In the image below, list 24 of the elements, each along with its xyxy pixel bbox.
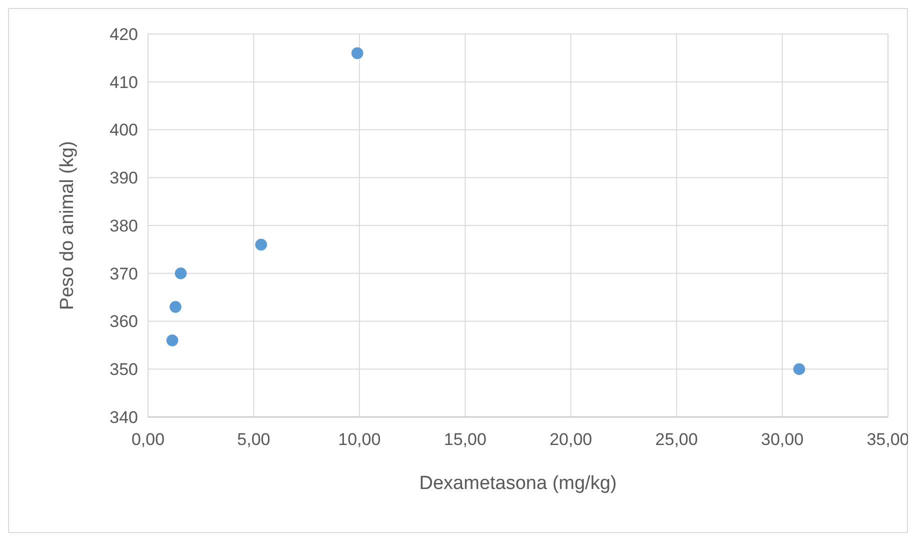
point — [255, 238, 268, 251]
point — [174, 267, 187, 280]
y-tick-label: 350 — [110, 360, 138, 380]
x-tick-label: 5,00 — [237, 430, 270, 449]
y-tick-label: 340 — [110, 408, 138, 427]
point — [170, 300, 182, 313]
x-tick-label: 30,00 — [761, 430, 804, 449]
y-tick-label: 360 — [110, 312, 138, 332]
y-tick-label: 410 — [110, 72, 138, 92]
x-tick-label: 25,00 — [655, 430, 698, 449]
y-tick-label: 380 — [110, 216, 138, 236]
x-tick-label: 15,00 — [444, 430, 486, 449]
x-tick-label: 0,00 — [131, 430, 165, 449]
point — [793, 363, 806, 376]
y-axis-title: Peso do animal (kg) — [57, 141, 78, 310]
y-tick-label: 370 — [110, 264, 138, 284]
point — [166, 334, 178, 346]
x-tick-label: 10,00 — [338, 430, 381, 449]
y-tick-label: 390 — [110, 168, 138, 188]
y-tick-label: 420 — [110, 24, 138, 44]
y-tick-label: 400 — [110, 120, 138, 140]
x-tick-label: 20,00 — [550, 430, 592, 449]
point — [351, 47, 364, 60]
x-axis-title: Dexametasona (mg/kg) — [419, 473, 617, 494]
